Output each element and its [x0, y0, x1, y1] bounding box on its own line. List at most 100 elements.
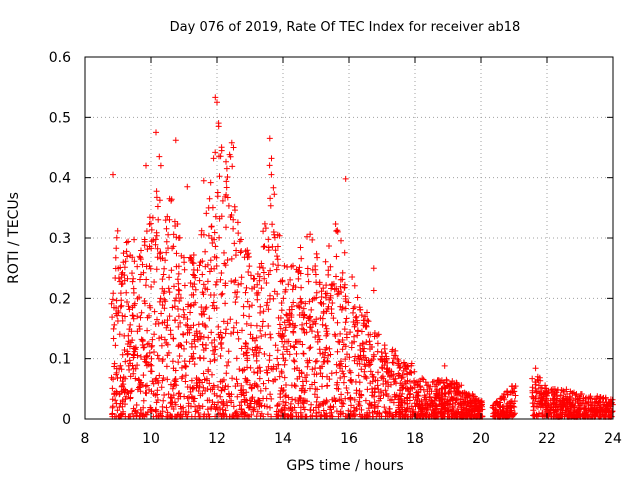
data-point	[239, 367, 246, 374]
data-point	[375, 403, 381, 410]
data-point	[153, 399, 160, 406]
data-point	[168, 267, 175, 274]
data-point	[191, 361, 198, 368]
data-point	[195, 321, 202, 328]
data-point	[361, 361, 368, 368]
data-point	[169, 385, 176, 392]
data-point	[230, 225, 237, 232]
data-point	[223, 370, 230, 377]
data-point	[265, 306, 272, 313]
data-point	[247, 397, 253, 404]
y-tick-label: 0	[62, 412, 71, 428]
data-point	[566, 399, 573, 406]
data-point	[238, 280, 245, 287]
data-point	[228, 255, 235, 262]
data-point	[277, 391, 284, 397]
data-point	[358, 366, 365, 373]
data-point	[539, 385, 545, 391]
x-tick-label: 20	[472, 431, 490, 447]
data-point	[346, 354, 353, 361]
data-point	[270, 261, 277, 268]
data-point	[173, 382, 180, 389]
data-point	[155, 355, 162, 362]
data-point	[231, 279, 238, 286]
data-point	[338, 306, 345, 313]
data-point	[234, 393, 241, 400]
data-point	[269, 243, 276, 250]
data-point	[206, 195, 213, 202]
data-point	[308, 401, 315, 408]
data-point	[181, 345, 187, 352]
data-point	[316, 281, 323, 288]
data-point	[126, 366, 133, 373]
data-point	[338, 237, 344, 244]
data-point	[277, 387, 284, 394]
data-point	[251, 382, 258, 389]
data-point	[303, 329, 310, 336]
data-point	[577, 405, 584, 412]
data-point	[313, 289, 320, 296]
data-point	[422, 379, 429, 386]
data-point	[164, 376, 171, 383]
data-point	[183, 363, 190, 370]
data-point	[265, 323, 272, 329]
data-point	[240, 351, 247, 358]
data-point	[131, 300, 138, 307]
data-point	[260, 269, 267, 276]
data-point	[287, 276, 294, 283]
data-point	[530, 395, 537, 401]
data-point	[258, 333, 265, 340]
data-point	[220, 376, 227, 383]
data-point	[248, 272, 254, 279]
data-point	[257, 309, 264, 316]
data-point	[140, 411, 147, 418]
data-point	[422, 410, 428, 417]
data-point	[223, 326, 230, 333]
data-point	[454, 389, 461, 396]
data-point	[173, 263, 180, 270]
data-point	[232, 207, 238, 214]
data-point	[113, 297, 120, 304]
data-point	[210, 155, 217, 162]
data-point	[397, 387, 404, 394]
data-point	[165, 231, 172, 238]
data-point	[356, 379, 363, 386]
data-point	[224, 402, 231, 409]
data-point	[411, 384, 418, 391]
data-point	[130, 275, 137, 282]
data-point	[557, 392, 564, 399]
data-point	[245, 250, 252, 257]
data-point	[282, 327, 289, 334]
data-point	[162, 257, 169, 264]
data-point	[163, 324, 170, 331]
data-point	[405, 388, 412, 395]
data-point	[228, 278, 235, 285]
data-point	[154, 352, 161, 359]
data-point	[147, 265, 154, 272]
data-point	[303, 320, 310, 327]
data-point	[355, 372, 362, 379]
data-point	[151, 308, 158, 315]
data-point	[210, 347, 216, 354]
data-point	[160, 271, 167, 278]
data-point	[190, 271, 197, 278]
data-point	[381, 404, 388, 411]
data-point	[384, 368, 391, 375]
data-point	[113, 400, 120, 407]
data-point	[175, 291, 182, 298]
data-point	[254, 281, 261, 288]
data-point	[136, 384, 142, 391]
data-point	[133, 412, 140, 419]
data-point	[300, 350, 307, 357]
data-point	[374, 340, 381, 347]
data-point	[150, 237, 157, 243]
data-point	[137, 256, 144, 263]
data-point	[395, 396, 402, 403]
data-point	[329, 396, 336, 403]
y-tick-label: 0.2	[49, 291, 71, 307]
data-point	[137, 276, 143, 283]
data-point	[309, 296, 316, 303]
data-point	[324, 382, 331, 389]
data-point	[202, 387, 209, 394]
data-point	[359, 345, 366, 352]
